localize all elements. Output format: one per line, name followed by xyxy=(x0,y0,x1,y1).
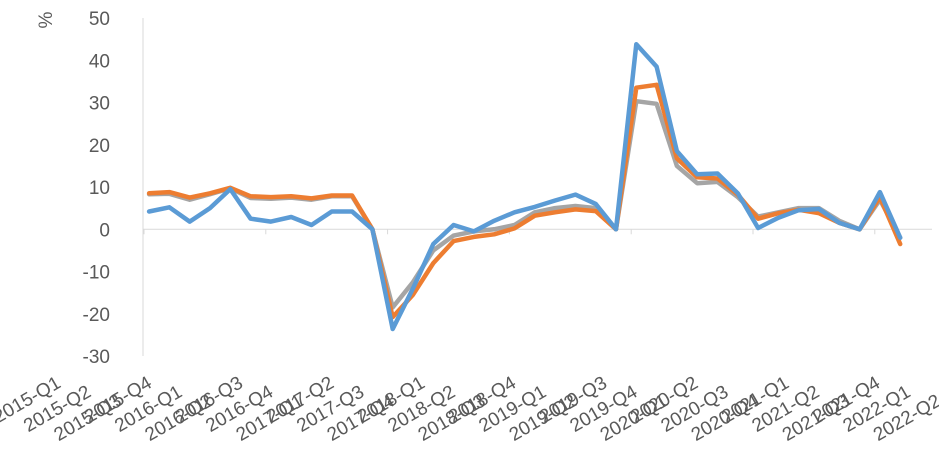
y-axis-ticks: 50 40 30 20 10 0 -10 -20 -30 xyxy=(83,9,110,368)
x-axis-tick-labels: 2015-Q12015-Q22015-Q32015-Q42016-Q12016-… xyxy=(0,372,939,445)
series-line-3 xyxy=(146,98,903,310)
y-tick-label: 10 xyxy=(89,178,110,199)
y-tick-label: -10 xyxy=(83,263,110,284)
axes xyxy=(142,18,932,356)
y-tick-label: -30 xyxy=(83,347,110,368)
series-line-1 xyxy=(146,41,903,332)
y-tick-label: 0 xyxy=(99,220,110,241)
y-tick-label: 40 xyxy=(89,51,110,72)
y-axis-unit-label: % xyxy=(36,11,57,28)
series-lines xyxy=(146,41,903,332)
series-line-2 xyxy=(146,82,903,320)
y-tick-label: 50 xyxy=(89,9,110,30)
y-tick-label: 20 xyxy=(89,136,110,157)
y-tick-label: 30 xyxy=(89,94,110,115)
y-tick-label: -20 xyxy=(83,305,110,326)
